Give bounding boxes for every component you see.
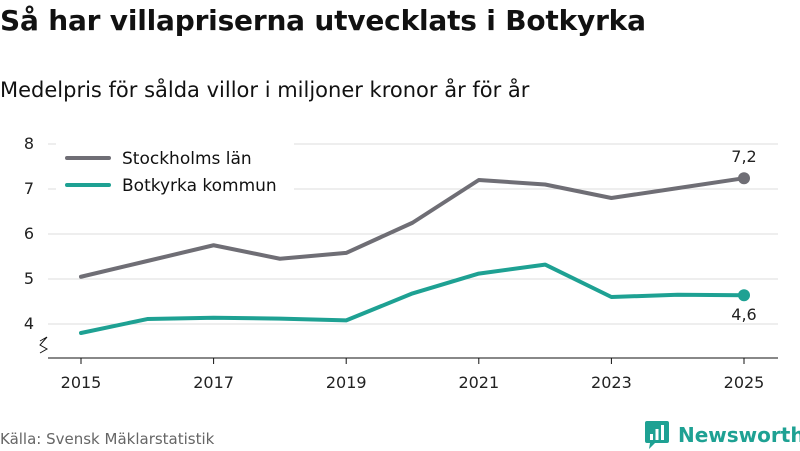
chart-subtitle: Medelpris för sålda villor i miljoner kr…	[0, 78, 530, 102]
source-note: Källa: Svensk Mäklarstatistik	[0, 430, 215, 448]
brand-logo: Newsworthy	[644, 419, 800, 451]
legend-background	[56, 143, 294, 203]
series-line-stockholm	[79, 176, 746, 279]
x-tick-label-2021: 2021	[458, 373, 499, 392]
y-tick-label-7: 7	[24, 179, 34, 198]
x-tick-label-2025: 2025	[724, 373, 765, 392]
y-tick-label-4: 4	[24, 314, 34, 333]
series-end-label-stockholm: 7,2	[731, 147, 756, 166]
series-end-marker-stockholm	[738, 172, 750, 185]
series-end-marker-botkyrka	[738, 289, 750, 302]
chart-title: Så har villapriserna utvecklats i Botkyr…	[0, 4, 646, 37]
axis-break-icon	[39, 336, 49, 354]
series-line-botkyrka	[79, 262, 746, 335]
data-series: 7,2 4,6	[79, 147, 757, 335]
y-tick-label-6: 6	[24, 224, 34, 243]
y-tick-label-8: 8	[24, 134, 34, 153]
x-tick-label-2017: 2017	[193, 373, 234, 392]
x-tick-label-2015: 2015	[61, 373, 102, 392]
series-end-label-botkyrka: 4,6	[731, 305, 756, 324]
legend: Stockholms län Botkyrka kommun	[56, 143, 294, 203]
x-tick-label-2019: 2019	[326, 373, 367, 392]
brand-name: Newsworthy	[678, 423, 800, 447]
x-tick-label-2023: 2023	[591, 373, 632, 392]
legend-label-stockholm: Stockholms län	[122, 149, 252, 169]
legend-label-botkyrka: Botkyrka kommun	[122, 176, 277, 196]
newsworthy-chart-icon	[645, 421, 669, 449]
y-tick-label-5: 5	[24, 269, 34, 288]
axes: 4 5 6 7 8 2015 2017 2019 2021 2023 2025	[24, 134, 778, 392]
